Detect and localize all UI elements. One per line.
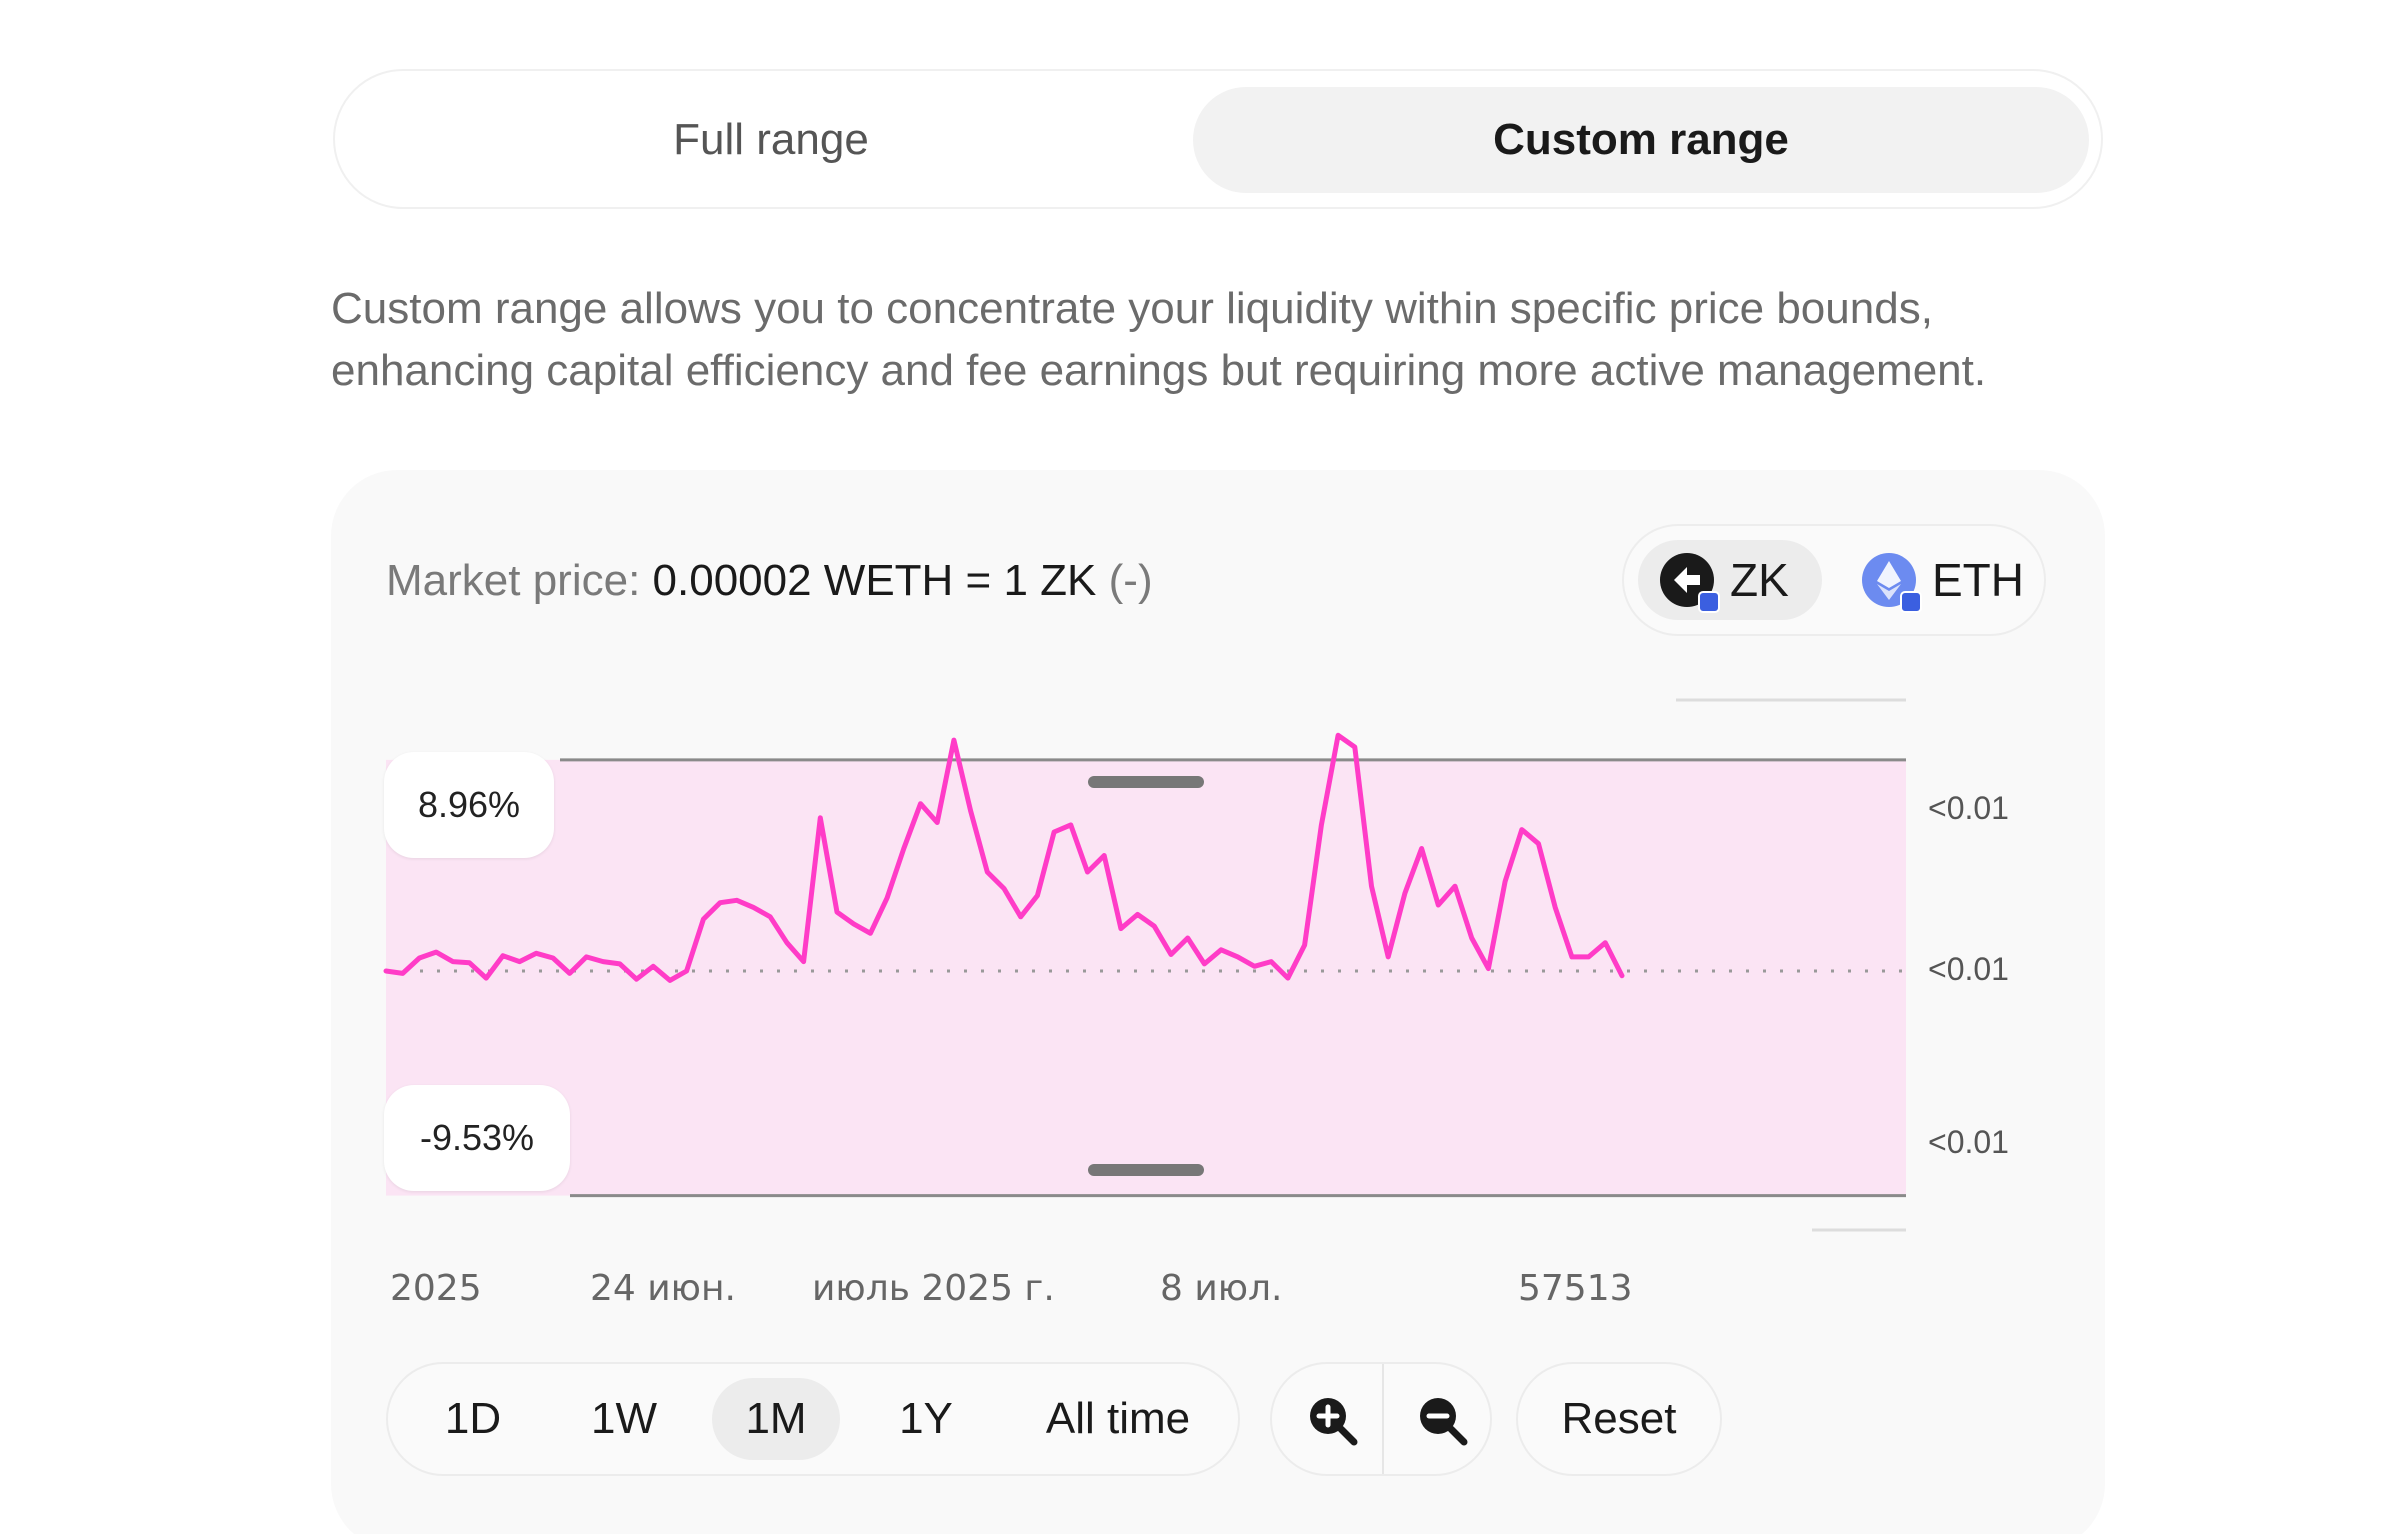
- eth-token-icon: [1862, 553, 1922, 613]
- period-1m-button[interactable]: 1M: [712, 1378, 840, 1460]
- x-tick-label: 24 июн.: [590, 1268, 736, 1309]
- token-eth-button[interactable]: ETH: [1840, 540, 2036, 620]
- x-tick-label: 8 июл.: [1160, 1268, 1283, 1309]
- x-tick-label: 2025: [390, 1268, 482, 1309]
- x-tick-label: июль 2025 г.: [812, 1268, 1055, 1309]
- token-zk-label: ZK: [1730, 554, 1789, 606]
- lower-bound-handle[interactable]: [1088, 1164, 1204, 1176]
- upper-bound-percent[interactable]: 8.96%: [384, 752, 554, 858]
- period-1w-button[interactable]: 1W: [591, 1394, 657, 1443]
- market-price-value: 0.00002 WETH = 1 ZK: [652, 556, 1097, 605]
- period-selector: 1D 1W 1M 1Y All time: [386, 1362, 1240, 1476]
- zk-token-icon: [1660, 553, 1720, 613]
- zoom-in-icon[interactable]: [1302, 1390, 1362, 1450]
- range-description: Custom range allows you to concentrate y…: [331, 284, 1987, 395]
- token-eth-label: ETH: [1932, 554, 2024, 606]
- period-all-time-button[interactable]: All time: [1045, 1394, 1191, 1443]
- token-selector: ZK ETH: [1622, 524, 2046, 636]
- y-tick-label: <0.01: [1928, 1124, 2009, 1160]
- x-tick-label: 57513: [1518, 1268, 1633, 1309]
- period-1y-button[interactable]: 1Y: [899, 1394, 953, 1443]
- y-tick-label: <0.01: [1928, 951, 2009, 987]
- token-zk-button[interactable]: ZK: [1638, 540, 1822, 620]
- zoom-controls: [1270, 1362, 1492, 1476]
- zoom-divider: [1382, 1364, 1384, 1474]
- upper-bound-handle[interactable]: [1088, 776, 1204, 788]
- selected-range-band: [386, 759, 1906, 1196]
- market-price-change: (-): [1108, 556, 1153, 605]
- full-range-button[interactable]: Full range: [673, 115, 869, 164]
- market-price: Market price: 0.00002 WETH = 1 ZK (-): [386, 556, 1153, 606]
- price-line: [383, 732, 1625, 983]
- custom-range-button[interactable]: Custom range: [1193, 87, 2089, 193]
- zoom-out-icon[interactable]: [1412, 1390, 1472, 1450]
- period-1d-button[interactable]: 1D: [444, 1394, 502, 1443]
- range-toggle: Full range Custom range: [333, 69, 2103, 209]
- market-price-label: Market price:: [386, 556, 641, 605]
- reset-button[interactable]: Reset: [1516, 1362, 1722, 1476]
- y-tick-label: <0.01: [1928, 790, 2009, 826]
- lower-bound-percent[interactable]: -9.53%: [384, 1085, 570, 1191]
